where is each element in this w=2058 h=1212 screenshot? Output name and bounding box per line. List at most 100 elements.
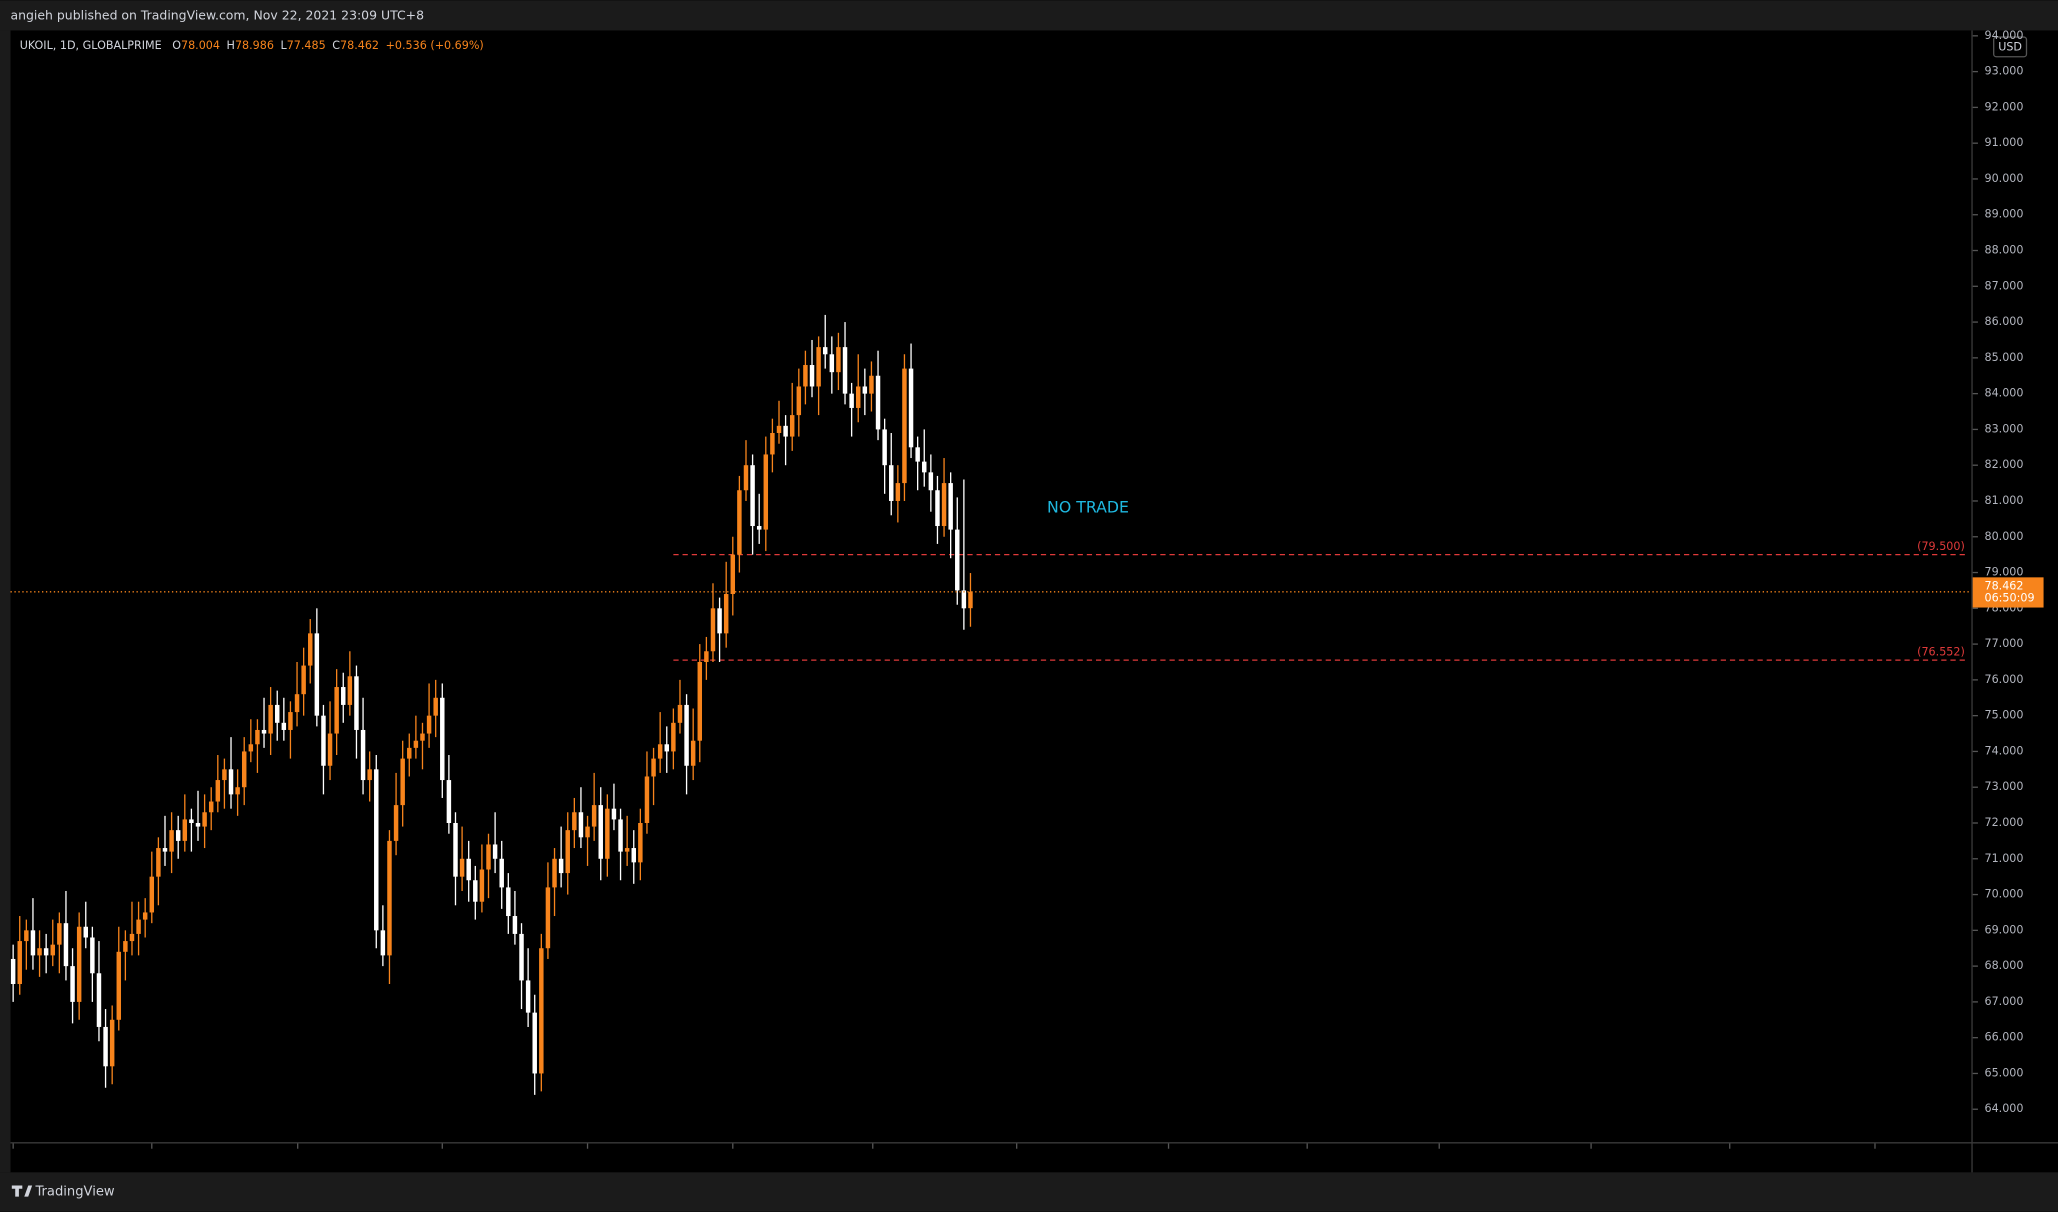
candle-body (684, 704, 689, 766)
candle-body (664, 744, 669, 752)
candle-body (367, 769, 372, 781)
candle-body (737, 490, 742, 555)
candle-body (202, 812, 207, 827)
candle-body (360, 729, 366, 781)
y-tick-label: 91.000 (1985, 136, 2024, 149)
candle-body (512, 916, 518, 934)
candle-body (677, 704, 683, 723)
legend-change: +0.536 (+0.69%) (386, 39, 484, 52)
candle-body (948, 483, 953, 530)
candle-body (750, 465, 755, 527)
currency: USD (1998, 41, 2022, 54)
candle-body (941, 483, 947, 527)
annotation: NO TRADE (1047, 498, 1129, 517)
candle-body (341, 687, 346, 705)
brand-name: TradingView (34, 1185, 114, 1200)
y-tick-label: 85.000 (1985, 351, 2024, 364)
candle-body (275, 704, 280, 723)
candle-body (374, 769, 379, 931)
candle-body (644, 776, 650, 823)
candle-body (413, 740, 419, 748)
candle-body (836, 347, 841, 373)
candle-body (222, 769, 227, 781)
candle-body (572, 812, 577, 831)
candle-body (922, 461, 927, 473)
y-tick-label: 65.000 (1985, 1066, 2024, 1079)
candle-body (17, 941, 22, 985)
candle-body (605, 808, 610, 859)
candle-body (30, 930, 36, 956)
candle-body (43, 948, 49, 956)
brand-logo: TradingView (11, 1185, 115, 1200)
candle-body (763, 454, 769, 530)
candle-body (776, 425, 782, 433)
candle-body (499, 858, 504, 888)
y-tick-label: 67.000 (1985, 995, 2024, 1008)
candle-body (123, 941, 128, 952)
candle-body (862, 386, 868, 394)
candle-body (426, 715, 432, 734)
candle-body (690, 740, 696, 766)
candle-body (182, 819, 188, 841)
y-tick-label: 92.000 (1985, 100, 2024, 113)
legend-value: 77.485 (287, 39, 326, 52)
candle-body (875, 375, 881, 430)
candle-body (169, 830, 174, 852)
candle-body (770, 432, 775, 455)
candle-body (671, 722, 676, 752)
y-tick-label: 76.000 (1985, 673, 2024, 686)
y-tick-label: 68.000 (1985, 959, 2024, 972)
candle-body (215, 780, 221, 802)
currency-box (1993, 36, 2028, 58)
candle-body (420, 733, 425, 741)
candle-body (882, 429, 887, 466)
y-tick-label: 93.000 (1985, 65, 2024, 78)
top-bar (0, 0, 2058, 31)
y-tick-label: 74.000 (1985, 744, 2024, 757)
candle-body (459, 858, 465, 877)
candle-body (697, 661, 703, 741)
y-tick-label: 64.000 (1985, 1102, 2024, 1115)
candle-body (822, 347, 828, 355)
candle-body (895, 483, 901, 501)
y-tick-label: 87.000 (1985, 279, 2024, 292)
candle-body (539, 948, 544, 1074)
candle-body (809, 365, 815, 387)
candle-body (189, 819, 194, 823)
candle-body (466, 858, 471, 881)
candle-body (783, 425, 788, 437)
candle-body (83, 926, 88, 938)
candle-body (525, 980, 531, 1013)
y-tick-label: 84.000 (1985, 387, 2024, 400)
candle-body (743, 465, 749, 491)
candle-body (50, 944, 55, 956)
countdown-label: 06:50:09 (1985, 591, 2035, 604)
candle-body (57, 923, 62, 945)
candle-body (175, 830, 181, 841)
candle-body (618, 819, 623, 852)
candle-body (624, 848, 630, 852)
candle-body (90, 937, 95, 974)
candle-body (116, 951, 122, 1020)
candle-body (578, 812, 584, 838)
candle-body (433, 697, 438, 716)
candle-body (162, 848, 168, 852)
candle-body (268, 704, 273, 734)
y-tick-label: 90.000 (1985, 172, 2024, 185)
candle-body (321, 715, 326, 766)
candle-body (142, 912, 148, 920)
candle-body (955, 529, 960, 591)
candle-body (479, 869, 485, 902)
plot-area: (79.500) (76.552) NO TRADE (10, 314, 1972, 1095)
y-tick-label: 77.000 (1985, 637, 2024, 650)
publish-header: angieh published on TradingView.com, Nov… (11, 8, 425, 23)
candle-body (631, 848, 636, 863)
candle-body (281, 722, 287, 730)
candle-body (314, 633, 320, 716)
candle-body (393, 805, 399, 841)
legend-value: 78.986 (235, 39, 274, 52)
candle-body (400, 758, 405, 806)
y-tick-label: 70.000 (1985, 888, 2024, 901)
candle-body (816, 347, 821, 387)
